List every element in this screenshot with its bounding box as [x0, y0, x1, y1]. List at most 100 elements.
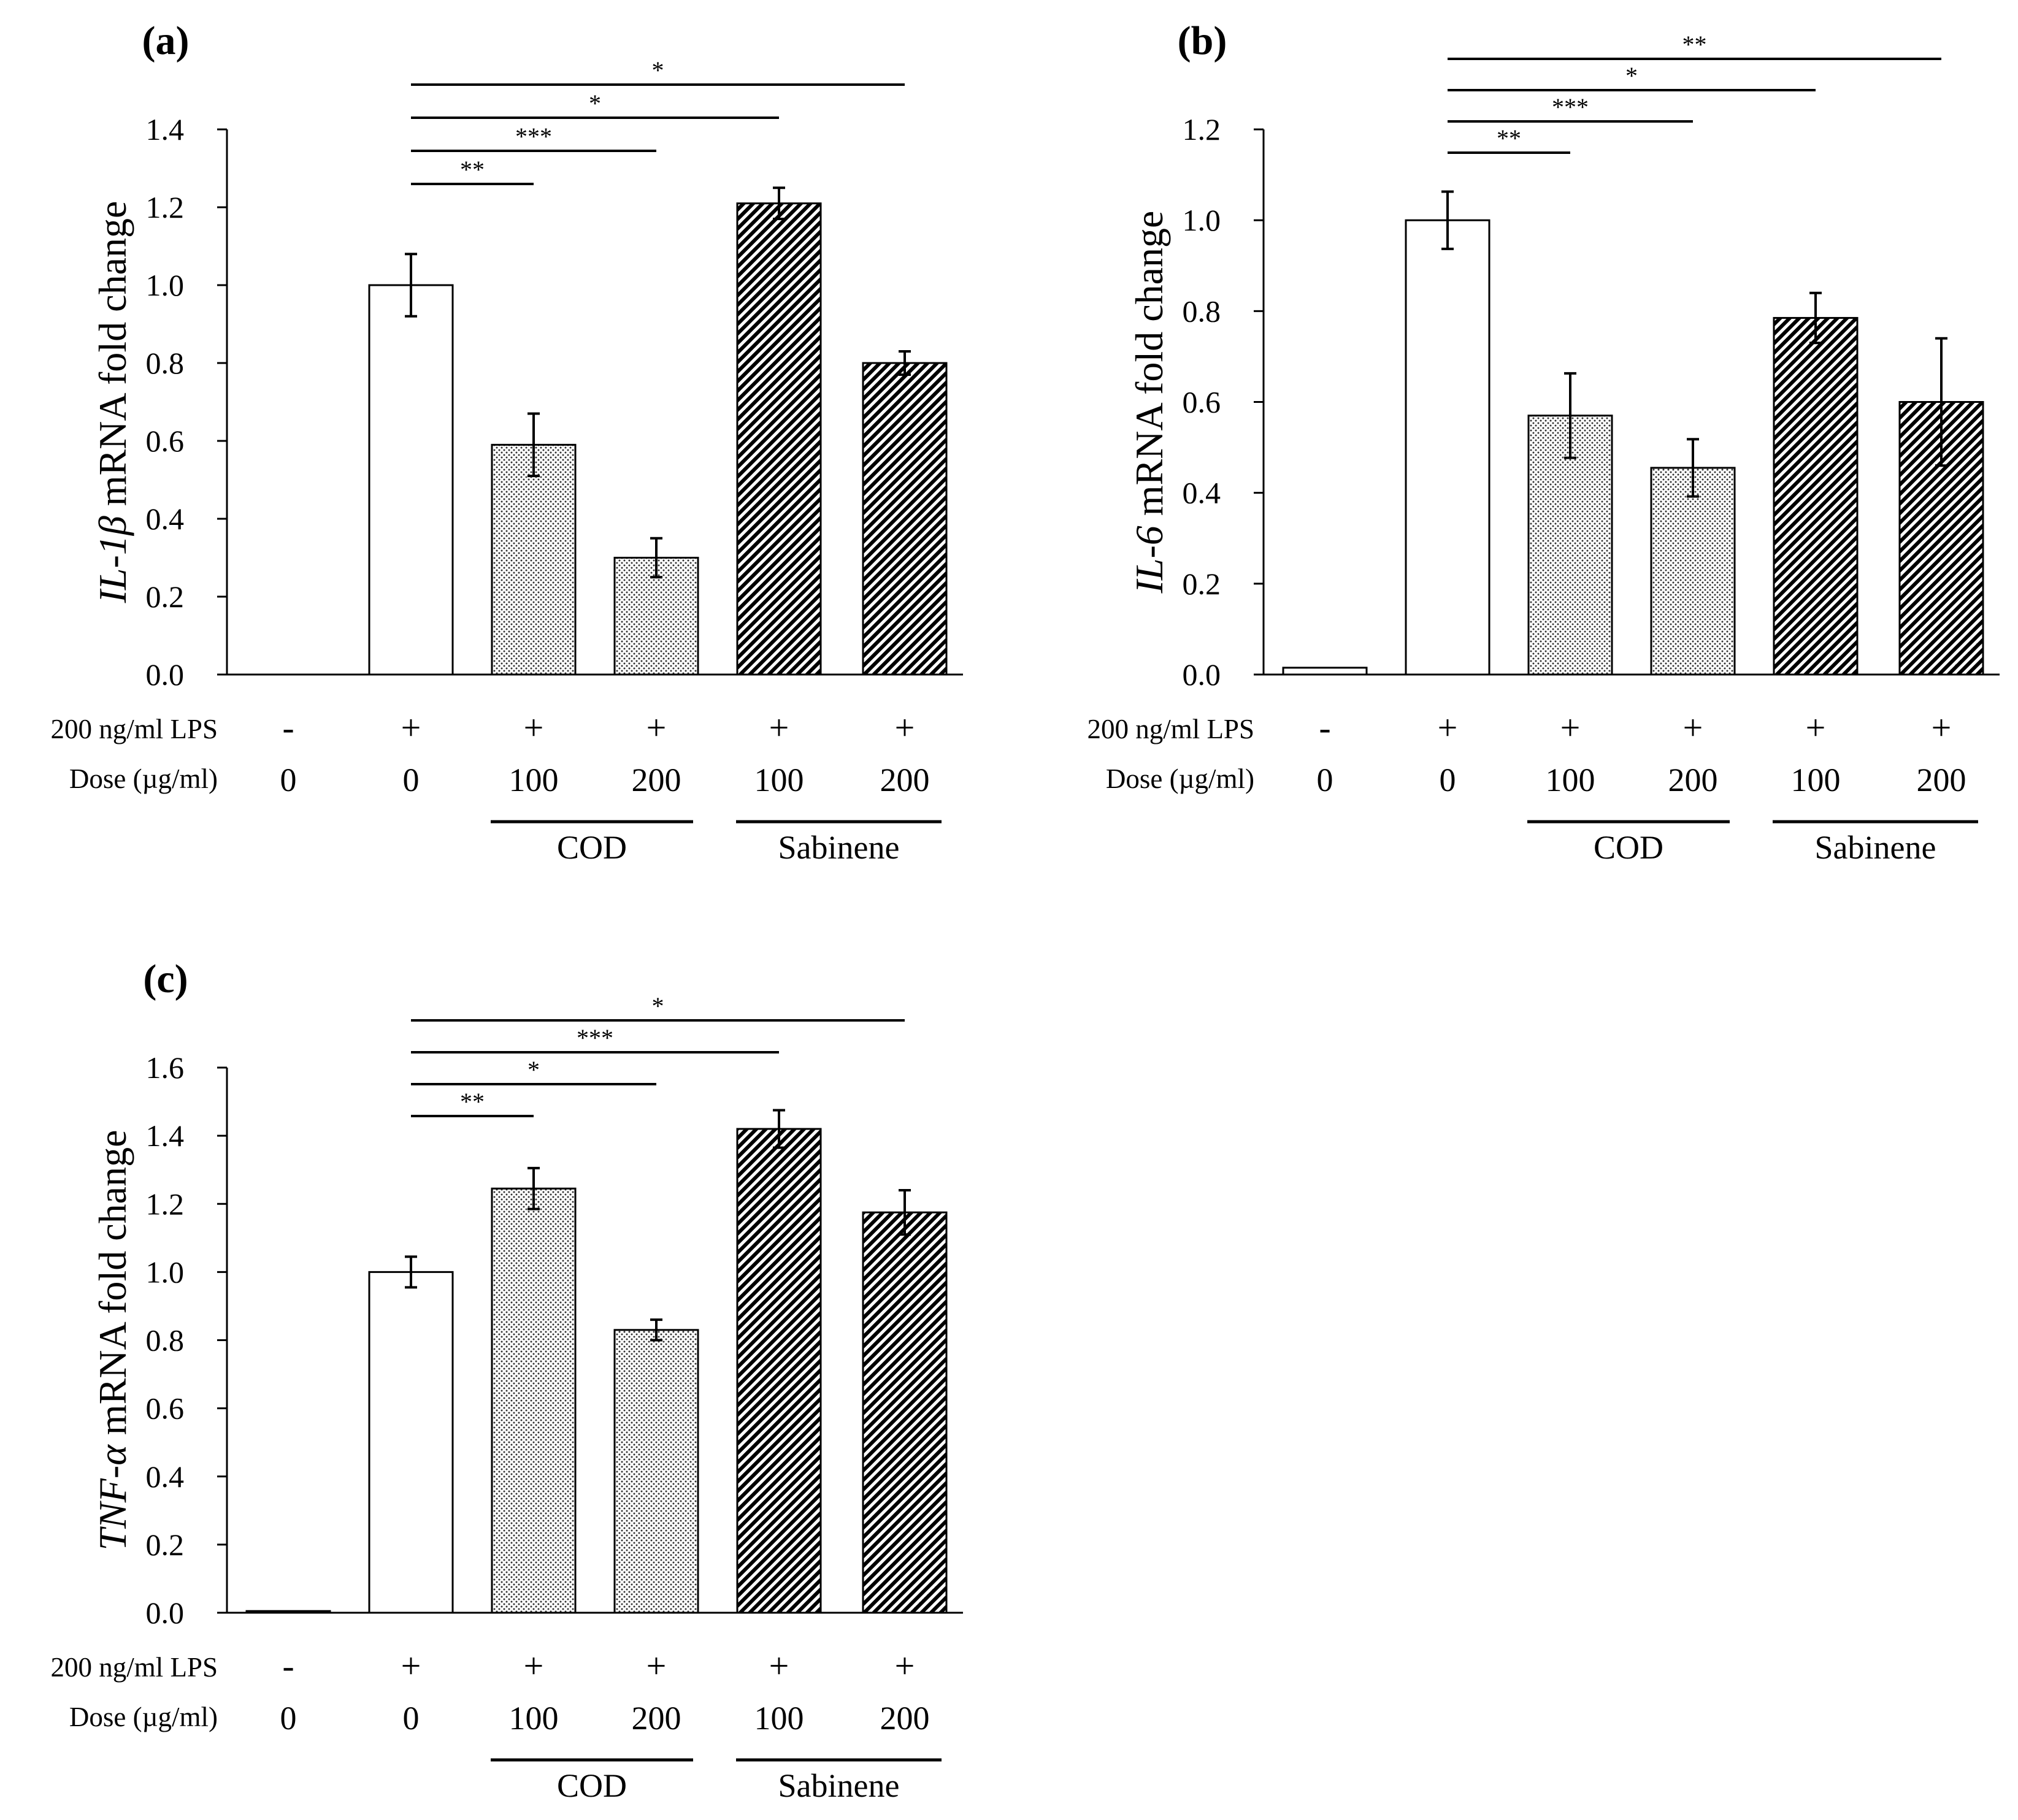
significance-label: * [528, 1056, 540, 1084]
lps-row-label: 200 ng/ml LPS [50, 714, 218, 744]
group-label-block: COD [491, 820, 693, 866]
significance-label: *** [515, 123, 552, 150]
bar [368, 1271, 454, 1614]
y-axis-title: TNF-α mRNA fold change [91, 1130, 134, 1551]
panel-c: (c) 0.0 0.2 0.4 0.6 0.8 1.0 1.2 1.4 1.6 TNF-α mRNA… [50, 957, 963, 1804]
panel-label: (b) [1178, 18, 1227, 63]
y-tick-label: 0.8 [146, 1323, 185, 1358]
dose-value: 100 [509, 762, 559, 798]
lps-row-label: 200 ng/ml LPS [1087, 714, 1254, 744]
significance-label: * [652, 56, 664, 84]
group-name: COD [557, 829, 627, 866]
error-bar [1809, 291, 1822, 345]
significance-bracket: * [411, 90, 779, 119]
error-bar [405, 1255, 417, 1289]
error-bar [1935, 337, 1947, 467]
group-label-block: COD [491, 1758, 693, 1804]
dose-value: 100 [509, 1700, 559, 1737]
bar [1650, 467, 1736, 676]
dose-value: 0 [280, 762, 297, 798]
lps-row-label: 200 ng/ml LPS [50, 1652, 218, 1683]
bar [862, 1211, 948, 1614]
error-bar [899, 350, 911, 377]
bar [1405, 219, 1490, 676]
error-bar [773, 1109, 785, 1149]
y-tick-label: 0.4 [146, 502, 185, 536]
significance-label: *** [1552, 93, 1589, 121]
lps-sign: + [1683, 708, 1703, 748]
bar [368, 284, 454, 676]
significance-label: * [652, 992, 664, 1020]
bar [491, 1187, 577, 1614]
significance-bracket: *** [411, 123, 656, 152]
error-bar [773, 186, 785, 221]
error-bar [899, 1189, 911, 1236]
lps-sign: + [769, 1646, 789, 1686]
bar [736, 202, 822, 676]
lps-sign: + [1438, 708, 1458, 748]
y-tick-label: 1.6 [146, 1050, 185, 1085]
significance-label: * [589, 90, 601, 117]
y-tick-label: 1.2 [146, 1187, 185, 1221]
lps-sign: - [282, 708, 294, 748]
y-axis-title-gene: TNF-α [91, 1444, 134, 1551]
lps-sign: + [895, 1646, 915, 1686]
y-tick-label: 0.2 [146, 1528, 185, 1562]
y-tick-label: 1.0 [1183, 203, 1221, 237]
lps-sign: + [524, 1646, 544, 1686]
y-tick-label: 0.4 [146, 1459, 185, 1494]
lps-sign: + [646, 1646, 667, 1686]
y-tick-label: 0.4 [1183, 476, 1221, 510]
group-name: Sabinene [778, 1767, 900, 1804]
y-tick-label: 1.0 [146, 268, 185, 302]
panel-label: (a) [142, 18, 190, 63]
group-label-block: Sabinene [1773, 820, 1978, 866]
y-tick-label: 0.6 [146, 424, 185, 458]
dose-value: 200 [1668, 762, 1718, 798]
group-name: COD [1594, 829, 1663, 866]
y-tick-label: 1.0 [146, 1255, 185, 1289]
dose-value: 200 [632, 1700, 681, 1737]
group-name: Sabinene [778, 829, 900, 866]
significance-bracket: * [411, 992, 905, 1022]
y-axis-title-gene: IL-6 [1127, 526, 1171, 594]
group-label-block: Sabinene [736, 1758, 942, 1804]
panel-a: (a) 0.0 0.2 0.4 0.6 0.8 1.0 1.2 1.4 IL-1β mRNA fo… [50, 18, 963, 866]
dose-value: 200 [880, 762, 930, 798]
bar [491, 443, 577, 676]
lps-sign: + [1806, 708, 1826, 748]
y-tick-label: 0.0 [146, 1596, 185, 1630]
y-tick-label: 0.6 [146, 1391, 185, 1426]
lps-sign: + [401, 1646, 421, 1686]
dose-value: 100 [754, 1700, 804, 1737]
dose-value: 100 [1546, 762, 1595, 798]
error-bar [528, 412, 540, 478]
dose-value: 200 [632, 762, 681, 798]
dose-row-label: Dose (µg/ml) [69, 1702, 218, 1732]
dose-value: 100 [1791, 762, 1841, 798]
error-bar [1687, 438, 1699, 498]
panel-label: (c) [143, 957, 188, 1001]
bar [862, 362, 948, 676]
lps-sign: + [524, 708, 544, 748]
y-tick-label: 0.8 [1183, 294, 1221, 328]
significance-bracket: ** [411, 1088, 534, 1117]
significance-bracket: * [1448, 62, 1816, 91]
significance-bracket: *** [411, 1024, 779, 1053]
y-axis-title-text: mRNA fold change [1127, 211, 1171, 526]
y-tick-label: 1.4 [146, 112, 185, 147]
dose-value: 100 [754, 762, 804, 798]
y-axis-title-text: mRNA fold change [91, 201, 134, 516]
panel-b: (b) 0.0 0.2 0.4 0.6 0.8 1.0 1.2 IL-6 mRNA fold c… [1087, 18, 2000, 866]
dose-value: 0 [403, 1700, 420, 1737]
y-tick-label: 0.6 [1183, 385, 1221, 419]
dose-row-label: Dose (µg/ml) [1106, 763, 1254, 794]
significance-label: *** [577, 1024, 613, 1052]
significance-label: ** [460, 1088, 485, 1115]
error-bar [650, 537, 662, 579]
lps-sign: + [401, 708, 421, 748]
error-bar [528, 1166, 540, 1210]
group-name: Sabinene [1815, 829, 1936, 866]
lps-sign: + [1932, 708, 1952, 748]
